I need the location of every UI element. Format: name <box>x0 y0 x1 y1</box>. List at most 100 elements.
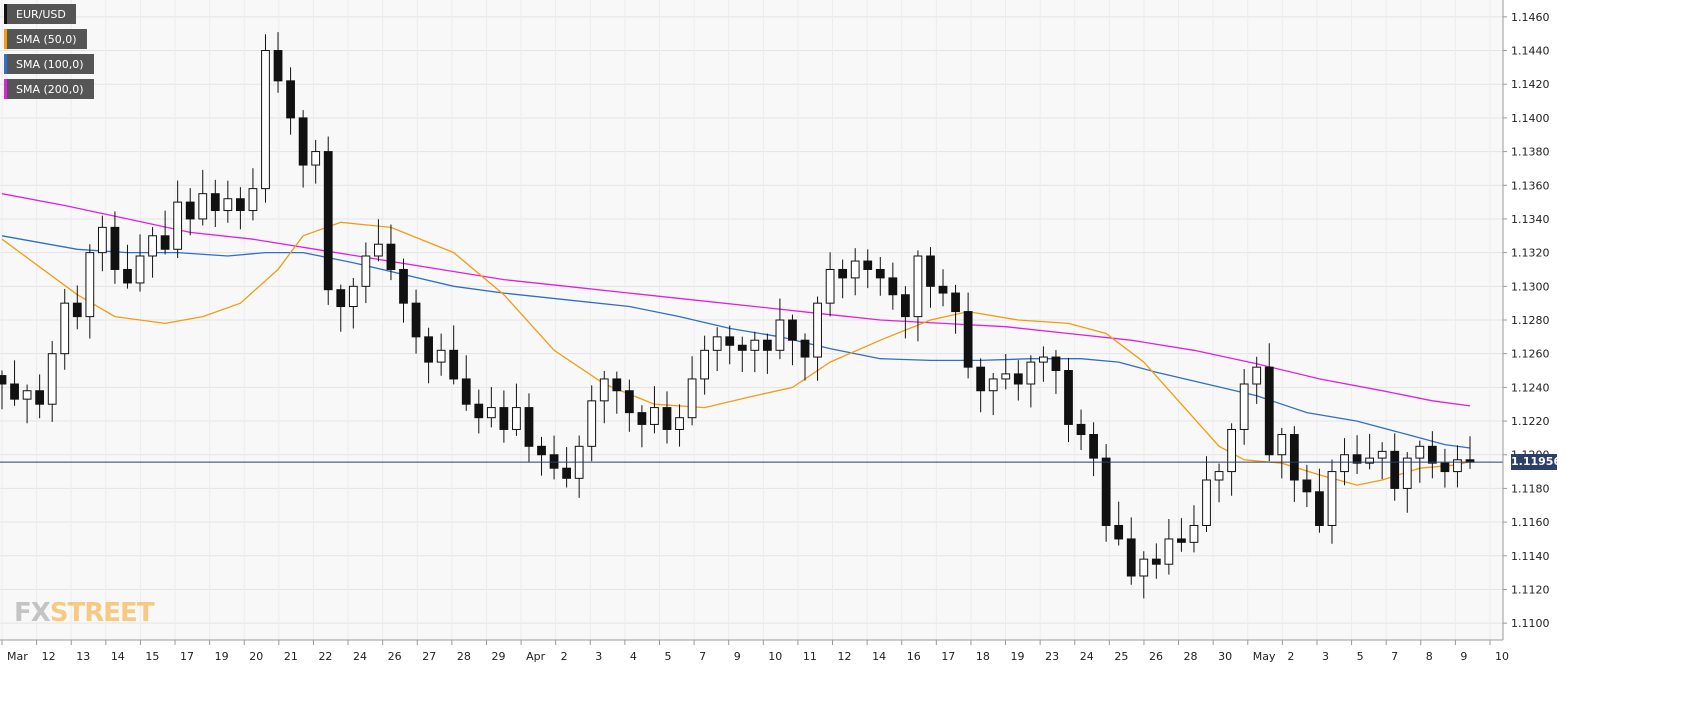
candle-body <box>926 255 935 287</box>
y-tick-label: 1.1380 <box>1511 146 1550 159</box>
candle-body <box>97 226 107 254</box>
x-tick-label: 8 <box>1426 650 1433 663</box>
candle-body <box>461 378 471 405</box>
candle-body <box>374 243 383 257</box>
candle-body <box>1089 434 1098 459</box>
candle-body <box>700 349 710 380</box>
candle-body <box>348 285 358 308</box>
legend-item-eurusd[interactable]: EUR/USD <box>4 4 76 24</box>
candles <box>0 32 1475 599</box>
candle-body <box>587 400 597 447</box>
candle-body <box>1415 445 1425 459</box>
candle-body <box>1252 366 1262 385</box>
x-tick-label: 28 <box>457 650 471 663</box>
x-tick-label: 2 <box>561 650 568 663</box>
candle-body <box>160 235 170 250</box>
x-tick-label: 11 <box>803 650 817 663</box>
y-tick-label: 1.1460 <box>1511 11 1550 24</box>
y-tick-label: 1.1320 <box>1511 247 1550 260</box>
x-tick-label: 5 <box>1357 650 1364 663</box>
x-tick-label: 26 <box>1149 650 1163 663</box>
candle-body <box>1289 434 1299 481</box>
x-tick-label: 4 <box>630 650 637 663</box>
candle-body <box>1264 366 1274 456</box>
legend: EUR/USD SMA (50,0) SMA (100,0) SMA (200,… <box>4 4 94 104</box>
sma50-path <box>1 221 1471 486</box>
x-tick-label: 12 <box>838 650 852 663</box>
candle-body <box>662 407 672 430</box>
candle-body <box>612 378 622 392</box>
y-tick-label: 1.1400 <box>1511 112 1550 125</box>
x-tick-label: 24 <box>353 650 367 663</box>
x-tick-label: Apr <box>526 650 546 663</box>
candle-body <box>675 417 684 430</box>
candle-body <box>800 339 810 358</box>
grid <box>0 0 1503 640</box>
x-tick-label: 9 <box>734 650 741 663</box>
candle-body <box>1227 428 1236 473</box>
candle-body <box>1126 538 1136 577</box>
candle-body <box>261 50 270 190</box>
x-tick-label: 17 <box>941 650 955 663</box>
fxstreet-logo: FXSTREET <box>14 598 155 628</box>
y-tick-label: 1.1440 <box>1511 45 1550 58</box>
candle-body <box>248 188 258 212</box>
y-tick-label: 1.1340 <box>1511 213 1550 226</box>
x-tick-label: 2 <box>1287 650 1294 663</box>
legend-item-sma-200[interactable]: SMA (200,0) <box>4 79 94 99</box>
x-tick-label: 14 <box>111 650 125 663</box>
x-axis-ticks: Mar 12 13 14 15 17 19 20 21 22 24 26 27 28 29 Apr 2 3 4 5 7 9… <box>1 640 1509 663</box>
x-tick-label: Mar <box>7 650 28 663</box>
x-tick-label: 26 <box>388 650 402 663</box>
candle-body <box>1101 457 1111 526</box>
logo-street: STREET <box>49 598 155 628</box>
x-tick-label: May <box>1253 650 1276 663</box>
candle-body <box>938 285 948 294</box>
candle-body <box>1340 454 1349 473</box>
candle-body <box>474 403 484 419</box>
x-tick-label: 7 <box>1391 650 1398 663</box>
legend-item-sma-50[interactable]: SMA (50,0) <box>4 29 87 49</box>
x-tick-label: 10 <box>768 650 782 663</box>
candle-body <box>813 302 822 358</box>
candle-body <box>210 193 220 212</box>
candle-body <box>1202 479 1211 526</box>
current-price-badge: 1.11956 <box>1511 454 1562 471</box>
legend-label: SMA (100,0) <box>16 57 84 71</box>
candle-body <box>1189 524 1199 543</box>
candle-body <box>135 255 145 284</box>
candle-body <box>1302 479 1312 493</box>
candle-body <box>499 407 509 430</box>
candle-body <box>1352 454 1362 464</box>
candle-body <box>361 255 371 287</box>
candle-body <box>875 268 885 279</box>
candle-body <box>47 353 57 405</box>
candle-body <box>512 407 521 430</box>
candle-body <box>850 260 860 279</box>
candle-body <box>775 319 785 351</box>
candle-body <box>0 375 7 385</box>
legend-swatch <box>4 79 7 99</box>
candle-body <box>449 349 459 380</box>
candle-body <box>687 378 697 419</box>
candle-body <box>1013 373 1023 385</box>
x-tick-label: 19 <box>1011 650 1025 663</box>
candle-body <box>1051 356 1061 372</box>
candle-body <box>1039 356 1048 363</box>
x-tick-label: 18 <box>976 650 990 663</box>
legend-item-sma-100[interactable]: SMA (100,0) <box>4 54 94 74</box>
legend-label: SMA (200,0) <box>16 82 84 96</box>
candle-body <box>913 255 923 318</box>
candle-body <box>1114 524 1124 540</box>
x-tick-label: 23 <box>1045 650 1059 663</box>
x-tick-label: 22 <box>318 650 332 663</box>
candle-body <box>951 292 960 313</box>
x-tick-label: 16 <box>907 650 921 663</box>
candle-body <box>988 378 998 392</box>
logo-fx: FX <box>14 598 51 628</box>
candle-body <box>1365 457 1375 464</box>
candle-body <box>1440 462 1450 473</box>
y-tick-label: 1.1260 <box>1511 348 1550 361</box>
candle-body <box>762 339 772 351</box>
candle-body <box>1177 538 1186 543</box>
